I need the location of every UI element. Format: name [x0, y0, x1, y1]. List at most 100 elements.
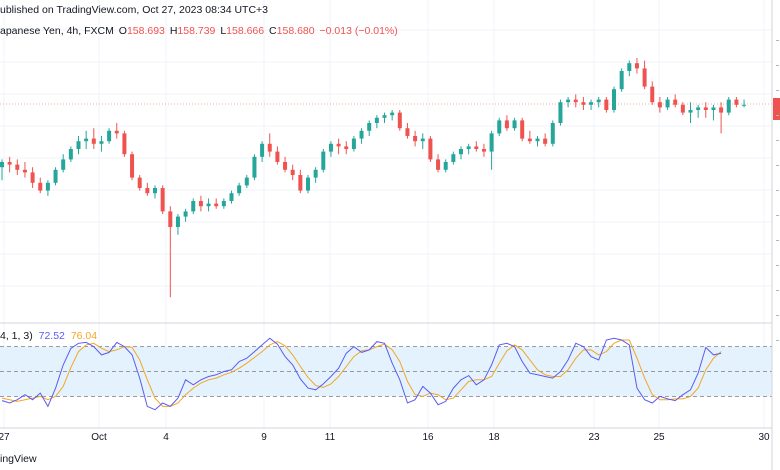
candle-body-6: [45, 182, 50, 191]
candle-body-10: [76, 141, 81, 149]
candle-body-54: [413, 136, 418, 142]
symbol-text: apanese Yen, 4h, FXCM: [0, 25, 114, 37]
candle-body-22: [168, 211, 173, 227]
candle-body-18: [137, 177, 142, 188]
candle-body-8: [61, 159, 66, 170]
candle-body-60: [459, 149, 463, 155]
stoch-d-value: 76.04: [70, 330, 98, 342]
candle-body-75: [573, 99, 578, 103]
x-tick-label-8: 25: [653, 432, 665, 443]
candle-body-85: [650, 86, 655, 103]
ohlc-high: H158.739: [170, 25, 216, 37]
candle-body-30: [229, 193, 234, 201]
candle-body-83: [634, 63, 639, 69]
candle-body-95: [726, 99, 731, 113]
candle-body-0: [0, 162, 4, 168]
x-tick-label-5: 16: [422, 432, 434, 443]
candle-body-92: [703, 107, 708, 110]
candle-body-87: [665, 99, 670, 108]
scale-tick-9: [776, 265, 779, 266]
ohlc-high-value: 158.739: [177, 25, 216, 37]
scale-tick-8: [776, 240, 779, 241]
candle-body-37: [283, 162, 288, 170]
x-tick-label-1: Oct: [91, 432, 107, 443]
candle-body-47: [359, 130, 364, 139]
logo-text: ingView: [0, 453, 37, 465]
candle-body-94: [719, 107, 724, 113]
candle-body-79: [604, 99, 609, 110]
candle-body-67: [512, 120, 517, 129]
grid-lines: [0, 0, 772, 428]
candle-body-50: [382, 115, 387, 118]
scale-tick-3: [776, 115, 779, 116]
candle-body-24: [183, 211, 188, 217]
scale-tick-11: [776, 315, 779, 316]
candle-body-80: [612, 89, 616, 110]
candle-body-44: [336, 143, 341, 147]
candle-body-13: [99, 141, 104, 144]
candle-body-62: [474, 146, 479, 149]
ohlc-low: L158.666: [220, 25, 264, 37]
symbol-line: apanese Yen, 4h, FXCM O158.693 H158.739 …: [0, 25, 398, 37]
candle-body-38: [290, 169, 295, 175]
candle-body-68: [520, 120, 525, 139]
candle-body-9: [68, 149, 73, 160]
candle-body-97: [742, 104, 747, 106]
ohlc-close-value: 158.680: [276, 25, 315, 37]
candle-body-89: [680, 104, 685, 113]
candle-body-59: [451, 154, 456, 162]
candle-body-31: [237, 185, 242, 194]
ohlc-close-key: C: [269, 25, 277, 37]
candle-body-21: [160, 188, 165, 212]
x-axis-ticks: 27 Oct 4 9 11 16 18 23 25 30: [0, 432, 770, 443]
candle-body-7: [53, 169, 58, 183]
candle-body-32: [244, 177, 249, 186]
candle-body-90: [688, 110, 693, 113]
candle-body-78: [596, 99, 601, 103]
ohlc-low-value: 158.666: [226, 25, 265, 37]
candle-body-35: [267, 143, 272, 152]
candle-body-73: [558, 102, 563, 123]
candle-body-70: [535, 138, 540, 142]
scale-tick-5: [776, 165, 779, 166]
candle-body-41: [313, 169, 318, 178]
candle-body-74: [566, 99, 571, 103]
candle-body-14: [107, 130, 112, 142]
published-text: ublished on TradingView.com, Oct 27, 202…: [0, 4, 269, 16]
x-tick-label-0: 27: [0, 432, 10, 443]
candle-body-51: [390, 112, 395, 116]
candle-body-86: [657, 102, 662, 108]
candle-body-45: [344, 146, 349, 149]
price-marker: [773, 98, 780, 120]
stoch-k-value: 72.52: [38, 330, 65, 342]
candle-body-77: [589, 102, 594, 105]
scale-tick-7: [776, 215, 779, 216]
candle-body-93: [711, 107, 716, 110]
candle-body-26: [198, 201, 203, 207]
candle-body-33: [252, 156, 257, 178]
candle-body-23: [175, 216, 180, 227]
scale-tick-10: [776, 290, 779, 291]
candle-body-64: [489, 133, 494, 152]
candle-body-55: [420, 138, 425, 142]
candle-series: [0, 58, 747, 298]
candle-body-3: [22, 169, 27, 173]
candle-body-72: [550, 123, 555, 144]
candle-body-2: [15, 164, 20, 170]
ohlc-high-key: H: [169, 25, 178, 37]
candle-body-16: [122, 133, 127, 155]
candle-body-57: [436, 159, 441, 170]
scale-tick-12: [776, 340, 779, 341]
candle-body-53: [405, 128, 410, 136]
candle-body-4: [30, 172, 35, 183]
ohlc-close: C158.680: [269, 25, 315, 37]
candle-body-11: [84, 138, 89, 142]
candle-body-40: [306, 177, 310, 191]
x-tick-label-3: 9: [261, 432, 267, 443]
candle-body-58: [443, 162, 448, 170]
price-scale-ticks: [776, 40, 779, 341]
candle-body-20: [153, 188, 157, 194]
tradingview-logo[interactable]: ingView: [0, 453, 37, 465]
stoch-k-line: [1, 337, 722, 411]
